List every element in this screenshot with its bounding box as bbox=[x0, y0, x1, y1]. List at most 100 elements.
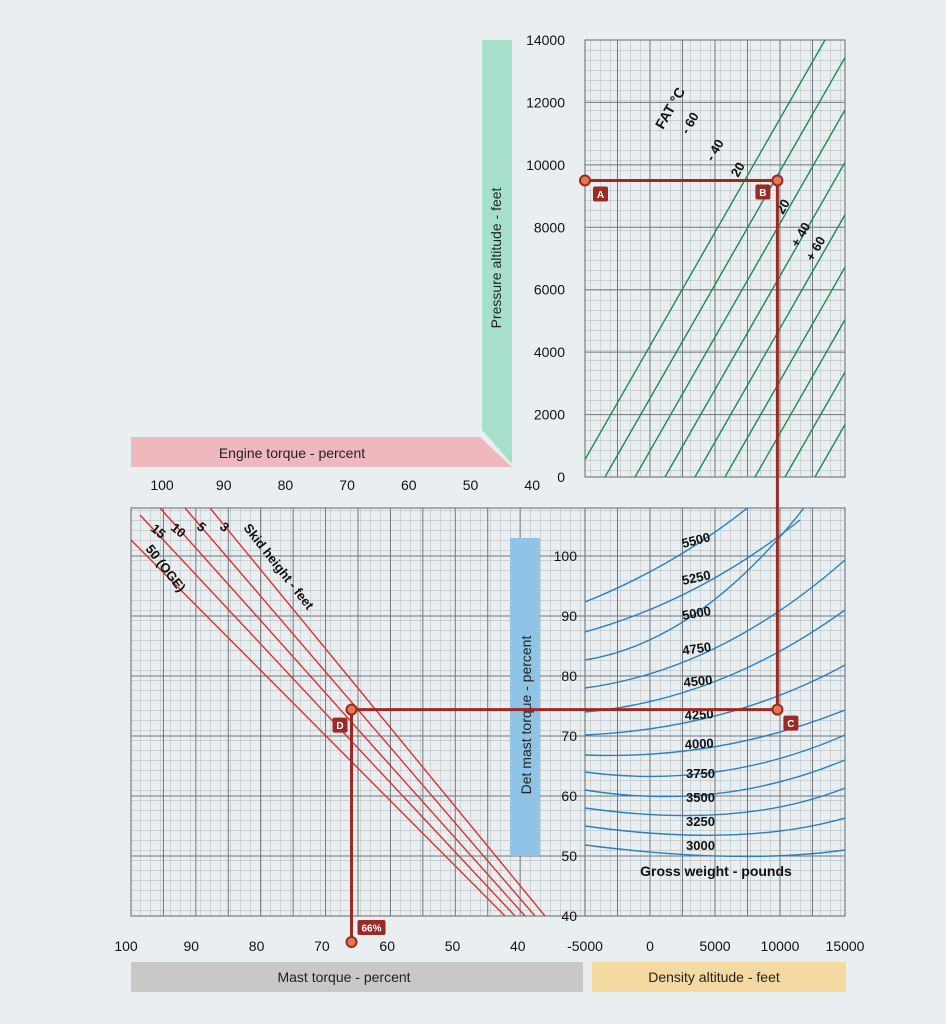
mast-torque-label: Mast torque - percent bbox=[277, 969, 410, 985]
det-mast-torque-bar bbox=[510, 538, 540, 856]
density-altitude-ticks: -5000 0 5000 10000 15000 bbox=[567, 938, 865, 954]
pressure-altitude-ticks: 14000 12000 10000 8000 6000 4000 2000 0 bbox=[526, 32, 565, 485]
gw-label-4500: 4500 bbox=[683, 672, 713, 690]
dm-tick-label: 50 bbox=[561, 848, 577, 864]
et-tick-label: 40 bbox=[524, 477, 540, 493]
mt-tick-label: 100 bbox=[114, 938, 138, 954]
gw-label-3750: 3750 bbox=[686, 766, 715, 781]
dm-tick-label: 40 bbox=[561, 908, 577, 924]
fat-line bbox=[585, 40, 826, 461]
gw-label-4000: 4000 bbox=[684, 736, 714, 752]
skid-height-line bbox=[184, 508, 536, 916]
dm-tick-label: 60 bbox=[561, 788, 577, 804]
gross-weight-curve bbox=[585, 844, 845, 858]
gross-weight-curve bbox=[585, 759, 845, 798]
result-label-box bbox=[357, 920, 386, 935]
fat-line bbox=[694, 213, 845, 477]
gross-weight-curve bbox=[585, 519, 801, 633]
gross-weight-curve bbox=[585, 787, 845, 817]
gw-label-5250: 5250 bbox=[681, 567, 712, 588]
point-d-marker bbox=[345, 703, 358, 716]
mt-tick-label: 90 bbox=[184, 938, 200, 954]
mast-torque-ticks: 100 90 80 70 60 50 40 bbox=[114, 938, 525, 954]
et-tick-label: 80 bbox=[278, 477, 294, 493]
mt-tick-label: 40 bbox=[510, 938, 526, 954]
fat-line bbox=[664, 160, 845, 477]
pa-tick-label: 10000 bbox=[526, 157, 565, 173]
da-tick-label: 5000 bbox=[699, 938, 730, 954]
fat-line bbox=[784, 370, 845, 477]
result-marker bbox=[345, 936, 358, 948]
major-grid bbox=[131, 40, 845, 916]
point-a-label: A bbox=[597, 190, 604, 201]
da-tick-label: 10000 bbox=[761, 938, 800, 954]
dm-tick-label: 90 bbox=[561, 608, 577, 624]
et-tick-label: 50 bbox=[463, 477, 479, 493]
dm-tick-label: 70 bbox=[561, 728, 577, 744]
skid-height-line bbox=[209, 508, 546, 916]
engine-torque-ticks: 100 90 80 70 60 50 40 bbox=[150, 477, 540, 493]
gross-weight-curve bbox=[585, 508, 749, 603]
engine-torque-bar bbox=[131, 437, 512, 467]
et-tick-label: 70 bbox=[339, 477, 355, 493]
dm-tick-label: 100 bbox=[554, 548, 578, 564]
pa-tick-label: 14000 bbox=[526, 32, 565, 48]
skid-height-lines bbox=[131, 508, 546, 916]
engine-torque-label: Engine torque - percent bbox=[219, 445, 365, 461]
et-tick-label: 100 bbox=[150, 477, 174, 493]
pa-tick-label: 4000 bbox=[534, 344, 565, 360]
point-a-label-box bbox=[593, 186, 608, 202]
gw-label-5000: 5000 bbox=[681, 603, 712, 623]
gw-label-3000: 3000 bbox=[686, 838, 715, 853]
point-b-label: B bbox=[759, 188, 766, 199]
da-tick-label: 0 bbox=[646, 938, 654, 954]
point-a-marker bbox=[579, 174, 591, 187]
point-b-label-box bbox=[755, 184, 771, 200]
pressure-altitude-label: Pressure altitude - feet bbox=[488, 187, 504, 328]
mt-tick-label: 70 bbox=[314, 938, 330, 954]
point-d-label-box bbox=[332, 717, 348, 733]
pa-tick-label: 12000 bbox=[526, 94, 565, 110]
mt-tick-label: 60 bbox=[379, 938, 395, 954]
point-c-label-box bbox=[783, 715, 799, 731]
result-label: 66% bbox=[362, 924, 382, 935]
fat-line bbox=[754, 318, 845, 477]
gross-weight-curve bbox=[585, 664, 845, 736]
et-tick-label: 60 bbox=[401, 477, 417, 493]
mast-torque-bar bbox=[131, 962, 583, 992]
gross-weight-curve bbox=[585, 508, 805, 661]
pressure-altitude-bar bbox=[482, 40, 512, 464]
pa-tick-label: 8000 bbox=[534, 219, 565, 235]
skid-height-line bbox=[131, 539, 506, 916]
gw-label-3500: 3500 bbox=[686, 790, 715, 805]
point-c-marker bbox=[771, 703, 784, 716]
fat-line bbox=[634, 108, 845, 477]
solution-path: A B C D 66% bbox=[332, 174, 799, 948]
gross-weight-title: Gross weight - pounds bbox=[640, 863, 792, 879]
gross-weight-curves bbox=[585, 508, 845, 858]
gross-weight-curve bbox=[585, 817, 845, 837]
point-c-label: C bbox=[787, 719, 794, 730]
fat-line bbox=[604, 56, 845, 477]
gross-weight-curve bbox=[585, 559, 845, 689]
da-tick-label: 15000 bbox=[826, 938, 865, 954]
fat-lines bbox=[585, 40, 845, 477]
dm-tick-label: 80 bbox=[561, 668, 577, 684]
density-altitude-bar bbox=[592, 962, 846, 992]
gross-weight-curve bbox=[585, 734, 845, 778]
gw-label-5500: 5500 bbox=[680, 529, 712, 551]
det-mast-torque-label: Det mast torque - percent bbox=[518, 636, 534, 795]
gross-weight-curve bbox=[585, 709, 845, 757]
det-mast-torque-ticks: 100 90 80 70 60 50 40 bbox=[554, 548, 578, 924]
gross-weight-curve bbox=[585, 609, 845, 713]
da-tick-label: -5000 bbox=[567, 938, 603, 954]
density-altitude-label: Density altitude - feet bbox=[648, 969, 780, 985]
mt-tick-label: 50 bbox=[445, 938, 461, 954]
fat-line bbox=[724, 265, 845, 477]
gw-label-4750: 4750 bbox=[681, 639, 712, 658]
gw-label-3250: 3250 bbox=[686, 814, 715, 829]
pa-tick-label: 6000 bbox=[534, 282, 565, 298]
et-tick-label: 90 bbox=[216, 477, 232, 493]
